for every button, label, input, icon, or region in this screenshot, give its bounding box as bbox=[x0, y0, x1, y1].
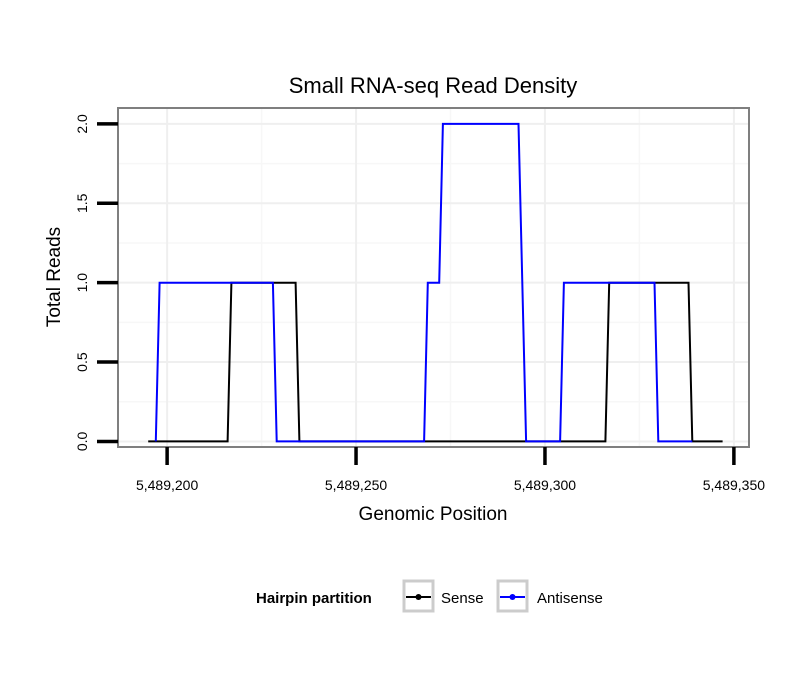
x-tick-label: 5,489,200 bbox=[136, 477, 198, 493]
y-tick-label: 0.5 bbox=[74, 352, 90, 372]
x-tick-label: 5,489,250 bbox=[325, 477, 387, 493]
series-layer bbox=[148, 122, 723, 443]
plot-panel bbox=[118, 108, 749, 447]
y-axis-label: Total Reads bbox=[44, 227, 65, 327]
y-tick-label: 1.5 bbox=[74, 193, 90, 213]
chart-title: Small RNA-seq Read Density bbox=[289, 73, 578, 98]
series-line-sense bbox=[148, 281, 723, 443]
legend-item-antisense: Antisense bbox=[496, 579, 603, 613]
legend-marker-sense bbox=[415, 594, 422, 600]
legend-title: Hairpin partition bbox=[256, 590, 372, 607]
x-tick-label: 5,489,300 bbox=[514, 477, 576, 493]
legend-label-sense: Sense bbox=[441, 590, 484, 607]
x-axis-label: Genomic Position bbox=[359, 504, 508, 525]
legend: Hairpin partition Sense Antisense bbox=[256, 579, 603, 613]
plot-border bbox=[117, 107, 750, 448]
axes: 0.0 0.5 1.0 1.5 2.0 5,489,200 5,489,250 5,489,3… bbox=[74, 114, 765, 493]
legend-label-antisense: Antisense bbox=[537, 590, 603, 607]
y-tick-label: 1.0 bbox=[74, 273, 90, 293]
series-line-antisense bbox=[154, 122, 693, 443]
legend-marker-antisense bbox=[509, 594, 516, 600]
y-tick-label: 2.0 bbox=[74, 114, 90, 134]
y-tick-label: 0.0 bbox=[74, 431, 90, 451]
x-tick-label: 5,489,350 bbox=[703, 477, 765, 493]
legend-item-sense: Sense bbox=[402, 579, 484, 613]
